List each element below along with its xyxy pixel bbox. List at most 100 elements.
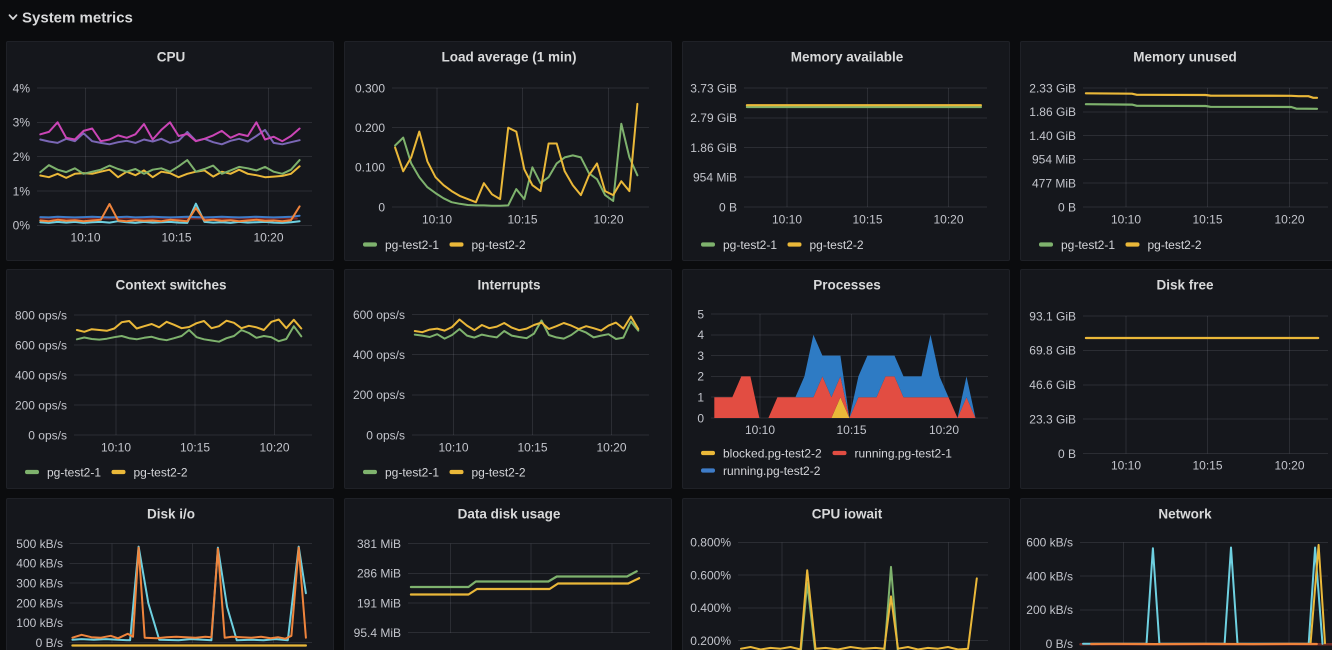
- svg-text:954 MiB: 954 MiB: [1032, 153, 1076, 167]
- svg-text:0.800%: 0.800%: [690, 536, 731, 550]
- svg-text:954 MiB: 954 MiB: [693, 171, 737, 185]
- svg-text:1%: 1%: [13, 184, 31, 198]
- svg-text:Disk i/o: Disk i/o: [147, 506, 195, 521]
- svg-text:10:10: 10:10: [745, 423, 775, 437]
- svg-text:1.40 GiB: 1.40 GiB: [1029, 129, 1076, 143]
- svg-text:0 B: 0 B: [1058, 447, 1076, 461]
- svg-text:1: 1: [697, 391, 704, 405]
- svg-text:10:20: 10:20: [596, 441, 626, 455]
- svg-text:Memory available: Memory available: [791, 49, 904, 64]
- svg-text:0.200: 0.200: [355, 121, 385, 135]
- svg-text:2.33 GiB: 2.33 GiB: [1029, 81, 1076, 95]
- svg-text:Network: Network: [1158, 506, 1212, 521]
- svg-text:10:10: 10:10: [438, 441, 468, 455]
- svg-text:0%: 0%: [13, 219, 31, 233]
- svg-text:Disk free: Disk free: [1156, 277, 1214, 292]
- svg-text:69.8 GiB: 69.8 GiB: [1029, 344, 1076, 358]
- svg-text:0: 0: [378, 200, 385, 214]
- svg-text:10:15: 10:15: [507, 212, 537, 226]
- svg-text:Memory unused: Memory unused: [1133, 49, 1237, 64]
- svg-text:500 kB/s: 500 kB/s: [16, 537, 63, 551]
- svg-text:10:15: 10:15: [1192, 458, 1222, 472]
- svg-text:Interrupts: Interrupts: [477, 277, 540, 292]
- svg-text:10:20: 10:20: [929, 423, 959, 437]
- svg-text:10:10: 10:10: [1111, 458, 1141, 472]
- svg-text:400 kB/s: 400 kB/s: [16, 557, 63, 571]
- svg-text:200 kB/s: 200 kB/s: [1026, 603, 1073, 617]
- svg-text:pg-test2-2: pg-test2-2: [134, 465, 188, 479]
- svg-text:0 B: 0 B: [719, 200, 737, 214]
- svg-text:pg-test2-2: pg-test2-2: [472, 465, 526, 479]
- svg-text:400 ops/s: 400 ops/s: [353, 348, 405, 362]
- svg-text:400 ops/s: 400 ops/s: [15, 368, 67, 382]
- svg-text:0 B/s: 0 B/s: [36, 636, 63, 650]
- svg-text:10:20: 10:20: [933, 212, 963, 226]
- svg-text:10:10: 10:10: [70, 230, 100, 244]
- svg-text:381 MiB: 381 MiB: [357, 537, 401, 551]
- svg-text:300 kB/s: 300 kB/s: [16, 577, 63, 591]
- svg-text:Data disk usage: Data disk usage: [458, 506, 561, 521]
- svg-text:286 MiB: 286 MiB: [357, 567, 401, 581]
- svg-text:pg-test2-2: pg-test2-2: [810, 238, 864, 252]
- svg-text:4: 4: [697, 328, 704, 342]
- svg-text:Load average (1 min): Load average (1 min): [441, 49, 576, 64]
- svg-text:800 ops/s: 800 ops/s: [15, 308, 67, 322]
- svg-text:200 ops/s: 200 ops/s: [15, 398, 67, 412]
- svg-text:10:10: 10:10: [422, 212, 452, 226]
- svg-text:pg-test2-2: pg-test2-2: [472, 238, 526, 252]
- svg-text:pg-test2-2: pg-test2-2: [1148, 238, 1202, 252]
- svg-text:93.1 GiB: 93.1 GiB: [1029, 309, 1076, 323]
- svg-text:10:15: 10:15: [161, 230, 191, 244]
- svg-text:400 kB/s: 400 kB/s: [1026, 569, 1073, 583]
- svg-text:600 ops/s: 600 ops/s: [353, 308, 405, 322]
- svg-text:pg-test2-1: pg-test2-1: [1061, 238, 1115, 252]
- svg-text:10:15: 10:15: [517, 441, 547, 455]
- svg-text:pg-test2-1: pg-test2-1: [723, 238, 777, 252]
- svg-text:running.pg-test2-2: running.pg-test2-2: [723, 464, 821, 478]
- svg-text:4%: 4%: [13, 81, 31, 95]
- svg-text:0.400%: 0.400%: [690, 601, 731, 615]
- svg-text:5: 5: [697, 307, 704, 321]
- svg-text:10:10: 10:10: [1111, 212, 1141, 226]
- svg-text:200 kB/s: 200 kB/s: [16, 596, 63, 610]
- svg-text:200 ops/s: 200 ops/s: [353, 388, 405, 402]
- svg-text:477 MiB: 477 MiB: [1032, 177, 1076, 191]
- svg-text:3: 3: [697, 349, 704, 363]
- svg-text:0.100: 0.100: [355, 161, 385, 175]
- svg-text:0.200%: 0.200%: [690, 634, 731, 648]
- svg-text:10:15: 10:15: [180, 441, 210, 455]
- svg-text:10:10: 10:10: [101, 441, 131, 455]
- svg-text:10:20: 10:20: [253, 230, 283, 244]
- svg-text:10:20: 10:20: [593, 212, 623, 226]
- svg-text:10:20: 10:20: [259, 441, 289, 455]
- svg-text:pg-test2-1: pg-test2-1: [385, 238, 439, 252]
- svg-text:2.79 GiB: 2.79 GiB: [690, 111, 737, 125]
- svg-text:600 kB/s: 600 kB/s: [1026, 536, 1073, 550]
- svg-text:0: 0: [697, 411, 704, 425]
- svg-text:46.6 GiB: 46.6 GiB: [1029, 378, 1076, 392]
- svg-text:Processes: Processes: [813, 277, 881, 292]
- svg-text:600 ops/s: 600 ops/s: [15, 338, 67, 352]
- svg-text:10:20: 10:20: [1274, 212, 1304, 226]
- svg-text:10:20: 10:20: [1274, 458, 1304, 472]
- svg-text:23.3 GiB: 23.3 GiB: [1029, 412, 1076, 426]
- svg-text:0.600%: 0.600%: [690, 568, 731, 582]
- svg-text:running.pg-test2-1: running.pg-test2-1: [855, 446, 953, 460]
- svg-text:pg-test2-1: pg-test2-1: [47, 465, 101, 479]
- svg-text:CPU: CPU: [157, 49, 186, 64]
- svg-text:2%: 2%: [13, 150, 31, 164]
- svg-text:1.86 GiB: 1.86 GiB: [690, 141, 737, 155]
- svg-text:95.4 MiB: 95.4 MiB: [354, 626, 401, 640]
- svg-text:0 ops/s: 0 ops/s: [28, 428, 67, 442]
- svg-text:0 B: 0 B: [1058, 200, 1076, 214]
- svg-text:blocked.pg-test2-2: blocked.pg-test2-2: [723, 446, 822, 460]
- svg-text:10:15: 10:15: [836, 423, 866, 437]
- svg-text:191 MiB: 191 MiB: [357, 596, 401, 610]
- svg-text:0.300: 0.300: [355, 81, 385, 95]
- svg-text:0 ops/s: 0 ops/s: [366, 428, 405, 442]
- svg-text:1.86 GiB: 1.86 GiB: [1029, 105, 1076, 119]
- svg-text:2: 2: [697, 370, 704, 384]
- svg-text:Context switches: Context switches: [115, 277, 226, 292]
- svg-text:10:15: 10:15: [1192, 212, 1222, 226]
- svg-text:3%: 3%: [13, 116, 31, 130]
